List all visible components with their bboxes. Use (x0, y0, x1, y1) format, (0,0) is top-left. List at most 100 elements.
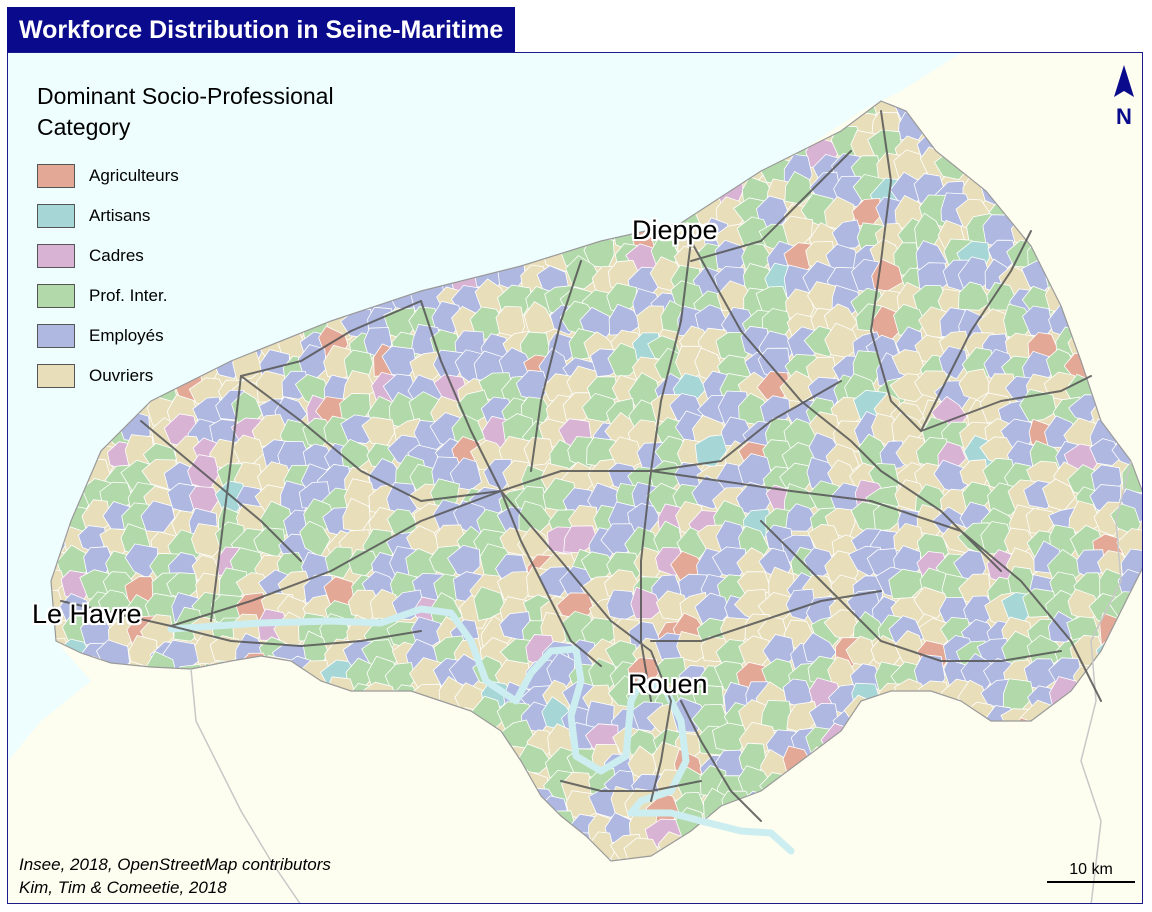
commune-polygon (345, 700, 377, 734)
commune-polygon (937, 851, 969, 861)
commune-polygon (475, 860, 513, 861)
commune-polygon (128, 811, 159, 843)
commune-polygon (963, 130, 997, 160)
road-line (500, 490, 602, 667)
commune-polygon (101, 673, 134, 710)
commune-polygon (366, 833, 400, 861)
commune-polygon (208, 722, 242, 759)
commune-polygon (539, 810, 577, 842)
commune-polygon (630, 586, 663, 620)
commune-polygon (339, 855, 377, 861)
commune-polygon (874, 811, 905, 846)
commune-polygon (938, 711, 975, 741)
commune-polygon (305, 727, 335, 761)
commune-polygon (386, 836, 421, 861)
commune-polygon (320, 749, 353, 781)
road-line (920, 230, 1032, 432)
commune-polygon (1115, 639, 1142, 672)
commune-polygon (1068, 764, 1105, 797)
commune-polygon (303, 704, 339, 738)
commune-polygon (1046, 745, 1086, 775)
commune-polygon (56, 787, 89, 822)
commune-polygon (103, 762, 138, 799)
commune-polygon (757, 837, 793, 861)
commune-polygon (911, 750, 946, 784)
commune-polygon (806, 746, 842, 780)
seine-river (167, 605, 795, 855)
commune-polygon (1108, 263, 1142, 295)
commune-polygon (920, 811, 955, 846)
commune-polygon (845, 786, 882, 817)
legend-label: Agriculteurs (89, 166, 179, 185)
commune-polygon (1094, 125, 1132, 162)
legend-title: Dominant Socio-Professional Category (37, 83, 334, 140)
commune-polygon (318, 797, 351, 826)
commune-polygon (851, 836, 889, 861)
commune-polygon (148, 769, 182, 800)
commune-polygon (1010, 105, 1044, 139)
commune-polygon (78, 730, 113, 764)
commune-polygon (255, 793, 289, 826)
commune-polygon (1089, 438, 1123, 466)
commune-polygon (809, 790, 844, 822)
commune-polygon (966, 101, 996, 123)
commune-polygon (959, 111, 989, 142)
road-line (870, 110, 1092, 432)
commune-polygon (75, 812, 112, 847)
commune-polygon (980, 720, 1016, 753)
commune-polygon (210, 793, 243, 825)
commune-polygon (1050, 128, 1083, 165)
commune-polygon (958, 812, 994, 847)
commune-polygon (255, 680, 285, 710)
commune-polygon (1033, 197, 1066, 232)
map-title: Workforce Distribution in Seine-Maritime (7, 7, 516, 52)
commune-polygon (392, 725, 426, 760)
commune-polygon (1106, 155, 1142, 188)
commune-polygon (231, 675, 265, 708)
commune-polygon (873, 835, 906, 861)
north-arrow-icon (1114, 65, 1134, 97)
commune-polygon (786, 786, 818, 823)
commune-polygon (978, 101, 1011, 114)
commune-polygon (1090, 307, 1127, 343)
commune-polygon (716, 840, 749, 861)
commune-polygon (51, 748, 69, 782)
commune-polygon (676, 631, 710, 663)
commune-polygon (696, 853, 733, 861)
road-line (240, 375, 502, 502)
commune-polygon (1076, 264, 1108, 296)
commune-polygon (51, 791, 70, 825)
commune-polygon (189, 769, 221, 800)
commune-polygon (258, 818, 293, 848)
commune-polygon (783, 857, 815, 861)
commune-polygon (1023, 793, 1055, 826)
commune-polygon (873, 502, 902, 532)
commune-polygon (276, 720, 312, 756)
commune-polygon (1093, 288, 1129, 319)
commune-polygon (1047, 64, 1077, 91)
road-line (140, 420, 302, 562)
commune-polygon (163, 792, 196, 826)
commune-polygon (1010, 717, 1043, 755)
commune-polygon (367, 817, 401, 849)
commune-polygon (1002, 788, 1039, 823)
commune-polygon (1070, 101, 1107, 123)
commune-polygon (282, 676, 317, 710)
road-line (690, 240, 1002, 572)
road-line (650, 590, 882, 642)
commune-polygon (1065, 158, 1100, 187)
commune-polygon (51, 808, 72, 841)
commune-polygon (251, 741, 284, 777)
commune-polygon (165, 723, 202, 754)
commune-polygon (346, 790, 378, 822)
commune-polygon (149, 746, 185, 783)
map-frame[interactable]: Dominant Socio-Professional Category Agr… (7, 52, 1143, 904)
commune-polygon (959, 768, 991, 799)
commune-polygon (454, 814, 492, 843)
commune-polygon (940, 723, 975, 757)
commune-polygon (919, 699, 954, 733)
commune-polygon (831, 219, 864, 249)
commune-polygon (103, 720, 133, 752)
credit-line-source: Insee, 2018, OpenStreetMap contributors (19, 855, 331, 874)
commune-polygon (673, 853, 707, 861)
